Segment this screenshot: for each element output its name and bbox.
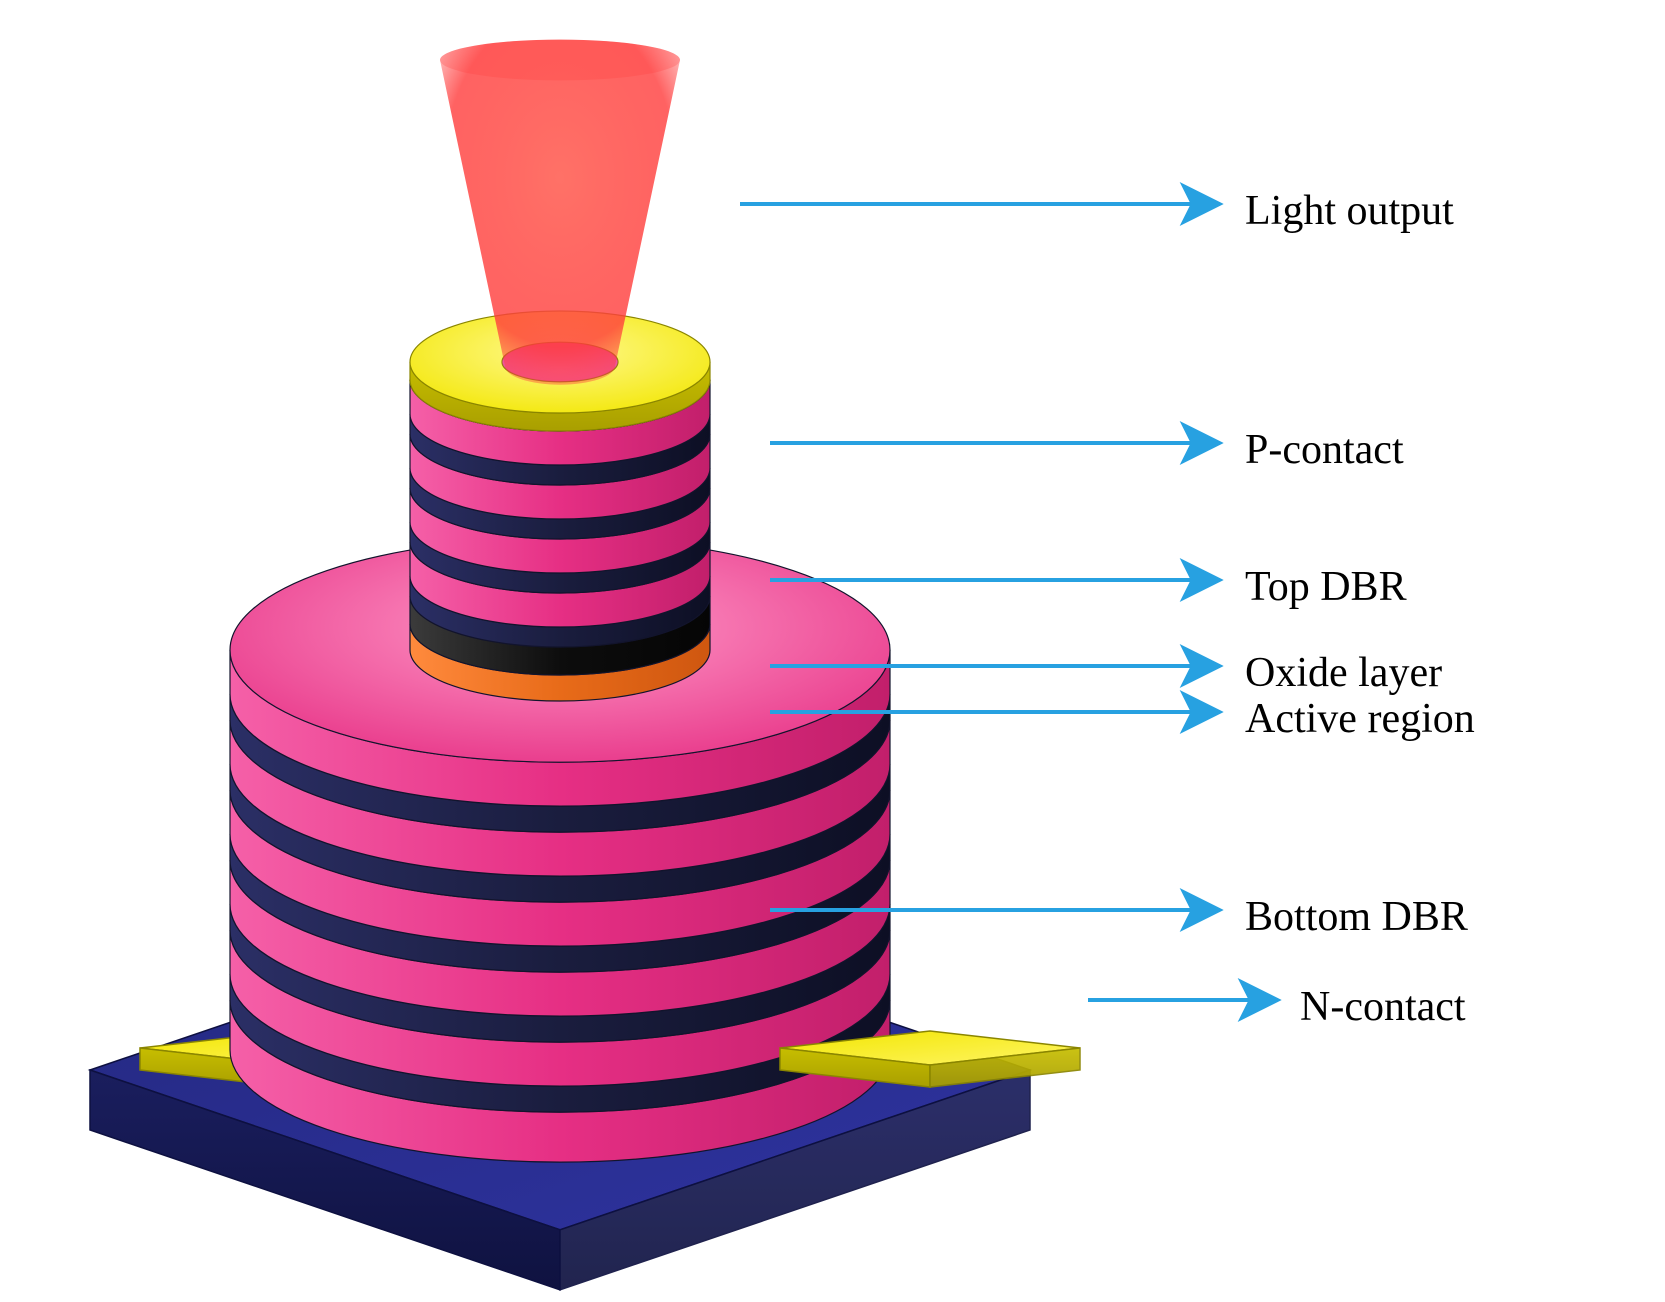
label-bottom_dbr: Bottom DBR: [1245, 894, 1468, 940]
light-output-top: [440, 40, 680, 81]
label-p_contact: P-contact: [1245, 427, 1404, 473]
label-n_contact: N-contact: [1300, 984, 1466, 1030]
label-light_output: Light output: [1245, 188, 1454, 234]
label-top_dbr: Top DBR: [1245, 564, 1407, 610]
label-active_region: Active region: [1245, 696, 1475, 742]
label-oxide_layer: Oxide layer: [1245, 650, 1442, 696]
diagram-svg: Light output P-contact Top DBR Oxide layerA…: [0, 0, 1665, 1302]
vcsel-diagram: Light output P-contact Top DBR Oxide layerA…: [0, 0, 1665, 1302]
